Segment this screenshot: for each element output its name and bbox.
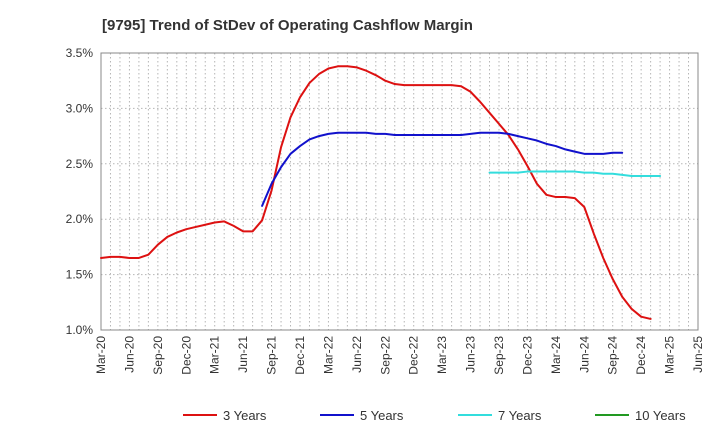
legend-label: 7 Years (498, 408, 542, 423)
x-tick-label: Dec-23 (520, 336, 534, 375)
legend-item: 5 Years (320, 408, 404, 423)
x-tick-label: Sep-22 (378, 336, 392, 375)
x-tick-label: Dec-24 (634, 336, 648, 375)
legend-item: 10 Years (595, 408, 686, 423)
x-tick-label: Jun-21 (236, 336, 250, 373)
x-tick-label: Mar-23 (435, 336, 449, 374)
x-tick-label: Jun-22 (350, 336, 364, 373)
legend-item: 7 Years (458, 408, 542, 423)
series-line-7-years (488, 170, 662, 177)
legend-label: 3 Years (223, 408, 267, 423)
series-line-5-years (261, 131, 624, 207)
x-tick-label: Sep-21 (265, 336, 279, 375)
chart-title: [9795] Trend of StDev of Operating Cashf… (102, 17, 473, 34)
axes: 1.0% 1.5% 2.0% 2.5% 3.0% 3.5% Mar-20 Jun-20 Sep-… (66, 46, 705, 375)
x-tick-label: Mar-21 (208, 336, 222, 374)
y-tick-label: 2.5% (66, 157, 94, 171)
legend-item: 3 Years (183, 408, 267, 423)
x-tick-label: Sep-20 (151, 336, 165, 375)
x-tick-label: Jun-25 (691, 336, 705, 373)
legend-label: 10 Years (635, 408, 686, 423)
x-tick-label: Jun-23 (464, 336, 478, 373)
grid (101, 53, 698, 330)
series-layer (100, 65, 662, 320)
x-tick-label: Sep-23 (492, 336, 506, 375)
x-tick-label: Mar-24 (549, 336, 563, 374)
series-line-3-years (100, 65, 652, 320)
y-tick-label: 3.0% (66, 101, 94, 115)
x-tick-label: Mar-25 (663, 336, 677, 374)
x-tick-label: Mar-20 (94, 336, 108, 374)
x-tick-label: Mar-22 (321, 336, 335, 374)
legend-label: 5 Years (360, 408, 404, 423)
y-tick-label: 1.5% (66, 268, 94, 282)
y-tick-label: 2.0% (66, 212, 94, 226)
x-tick-label: Dec-21 (293, 336, 307, 375)
x-tick-label: Sep-24 (606, 336, 620, 375)
y-tick-label: 1.0% (66, 323, 94, 337)
x-tick-label: Jun-24 (577, 336, 591, 373)
x-tick-label: Dec-22 (407, 336, 421, 375)
x-tick-label: Jun-20 (122, 336, 136, 373)
y-tick-label: 3.5% (66, 46, 94, 60)
x-tick-label: Dec-20 (179, 336, 193, 375)
plot-frame (100, 52, 699, 331)
legend: 3 Years 5 Years 7 Years 10 Years (183, 408, 686, 423)
